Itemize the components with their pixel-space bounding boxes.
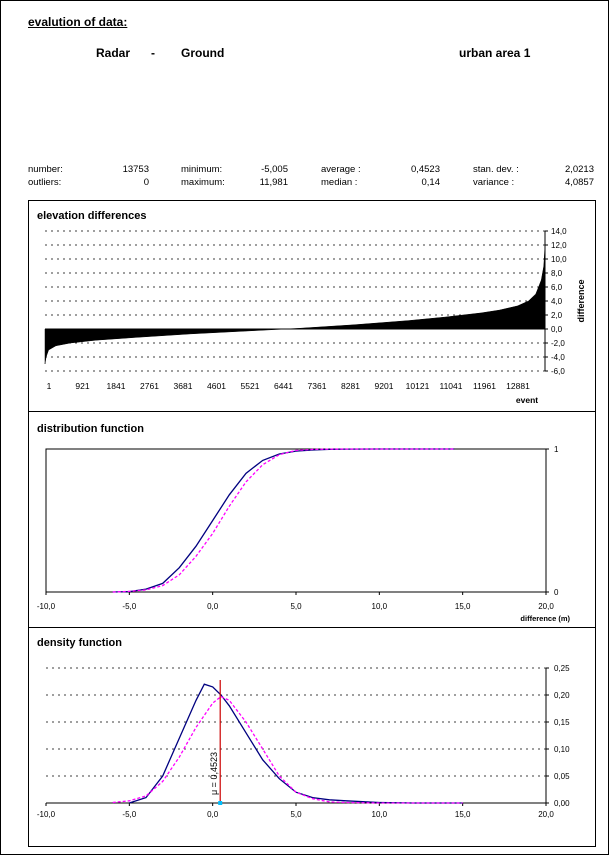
- difference-area: [44, 244, 546, 365]
- elevation-chart-title: elevation differences: [37, 210, 147, 222]
- y-tick-label: 0: [554, 588, 559, 597]
- x-tick-label: 10121: [406, 381, 430, 391]
- minimum-value: -5,005: [261, 164, 288, 175]
- y-tick-label: 0,0: [551, 325, 563, 334]
- minimum-label: minimum:: [181, 164, 223, 175]
- x-tick-label: 0,0: [207, 810, 219, 819]
- distribution-panel: distribution function -10,0 -5,0 0,0 5,0 10,…: [29, 412, 595, 628]
- x-tick-label: 11041: [439, 381, 462, 391]
- y-tick-label: -4,0: [551, 353, 565, 362]
- x-axis-title: event: [516, 395, 538, 405]
- x-tick-label: 10,0: [372, 810, 388, 819]
- x-tick-label: 1: [47, 381, 52, 391]
- y-tick-label: 0,05: [554, 772, 570, 781]
- density-chart: 0,25 0,20 0,15 0,10 0,05 0,00 -10,0 -5,0 0,0 5,0 1…: [37, 664, 570, 819]
- x-tick-label: 921: [75, 381, 89, 391]
- x-tick-label: 3681: [174, 381, 193, 391]
- maximum-value: 11,981: [259, 177, 288, 188]
- density-panel: density function 0,25 0,20 0,15 0,10 0,05 0,0…: [29, 628, 595, 846]
- x-tick-label: 15,0: [455, 810, 471, 819]
- x-tick-label: -5,0: [122, 810, 136, 819]
- source-separator: -: [151, 46, 155, 60]
- mean-annotation: μ = 0,4523: [209, 752, 219, 795]
- x-tick-label: 15,0: [455, 602, 471, 611]
- x-tick-label: -10,0: [37, 602, 56, 611]
- y-tick-label: 0,00: [554, 799, 570, 808]
- variance-label: variance :: [473, 177, 515, 188]
- source-a: Radar: [96, 46, 131, 60]
- x-tick-label: 4601: [207, 381, 226, 391]
- x-tick-label: 2761: [140, 381, 159, 391]
- x-tick-label: -10,0: [37, 810, 56, 819]
- normal-density-line: [112, 695, 463, 804]
- x-tick-label: 6441: [274, 381, 293, 391]
- x-tick-label: 12881: [506, 381, 530, 391]
- y-tick-label: 10,0: [551, 255, 567, 264]
- x-tick-label: 11961: [473, 381, 496, 391]
- elevation-panel: elevation differences 14,0 12,0 10,0 8,0 6,0…: [29, 201, 595, 412]
- y-tick-label: 4,0: [551, 297, 563, 306]
- maximum-label: maximum:: [181, 177, 225, 188]
- number-label: number:: [28, 164, 63, 175]
- report-title: evalution of data:: [28, 15, 128, 29]
- x-tick-label: 7361: [308, 381, 327, 391]
- x-tick-label: 5,0: [290, 602, 302, 611]
- x-tick-label: 0,0: [207, 602, 219, 611]
- y-tick-label: 0,15: [554, 718, 570, 727]
- median-value: 0,14: [421, 177, 441, 188]
- source-b: Ground: [181, 46, 225, 60]
- stdev-value: 2,0213: [564, 164, 594, 175]
- x-axis-title: difference (m): [520, 614, 570, 623]
- outliers-label: outliers:: [28, 177, 62, 188]
- distribution-chart: -10,0 -5,0 0,0 5,0 10,0 15,0 20,0 1 0 difference …: [37, 445, 571, 623]
- y-tick-label: 0,20: [554, 691, 570, 700]
- area-label: urban area 1: [459, 46, 531, 60]
- y-tick-label: -2,0: [551, 339, 565, 348]
- distribution-chart-title: distribution function: [37, 423, 144, 435]
- x-tick-label: 10,0: [372, 602, 388, 611]
- y-tick-label: -6,0: [551, 367, 565, 376]
- x-tick-label: 8281: [341, 381, 360, 391]
- x-tick-label: 9201: [375, 381, 394, 391]
- variance-value: 4,0857: [564, 177, 594, 188]
- y-tick-label: 2,0: [551, 311, 563, 320]
- y-tick-label: 0,10: [554, 745, 570, 754]
- normal-cdf-line: [112, 448, 455, 593]
- mean-marker-point: [218, 801, 223, 805]
- x-tick-label: 5,0: [290, 810, 302, 819]
- y-tick-label: 14,0: [551, 227, 567, 236]
- average-value: 0,4523: [410, 164, 440, 175]
- median-label: median :: [321, 177, 358, 188]
- x-tick-label: 20,0: [538, 810, 554, 819]
- stdev-label: stan. dev. :: [473, 164, 519, 175]
- outliers-value: 0: [143, 177, 149, 188]
- plot-area: [45, 448, 547, 593]
- y-tick-label: 12,0: [551, 241, 567, 250]
- y-tick-label: 8,0: [551, 269, 563, 278]
- x-tick-label: -5,0: [122, 602, 136, 611]
- y-tick-label: 0,25: [554, 664, 570, 673]
- x-tick-label: 20,0: [538, 602, 554, 611]
- empirical-density-line: [129, 683, 463, 804]
- density-chart-title: density function: [37, 637, 122, 649]
- average-label: average :: [321, 164, 361, 175]
- charts-frame: elevation differences 14,0 12,0 10,0 8,0 6,0…: [28, 200, 596, 847]
- number-value: 13753: [122, 164, 149, 175]
- elevation-chart: 14,0 12,0 10,0 8,0 6,0 4,0 2,0 0,0 -2,0 -4,0 -6,0 1…: [44, 227, 586, 405]
- y-tick-label: 1: [554, 445, 559, 454]
- y-tick-label: 6,0: [551, 283, 563, 292]
- y-axis-title: difference: [576, 279, 586, 322]
- empirical-cdf-line: [112, 448, 455, 593]
- x-tick-label: 5521: [241, 381, 260, 391]
- x-tick-label: 1841: [107, 381, 126, 391]
